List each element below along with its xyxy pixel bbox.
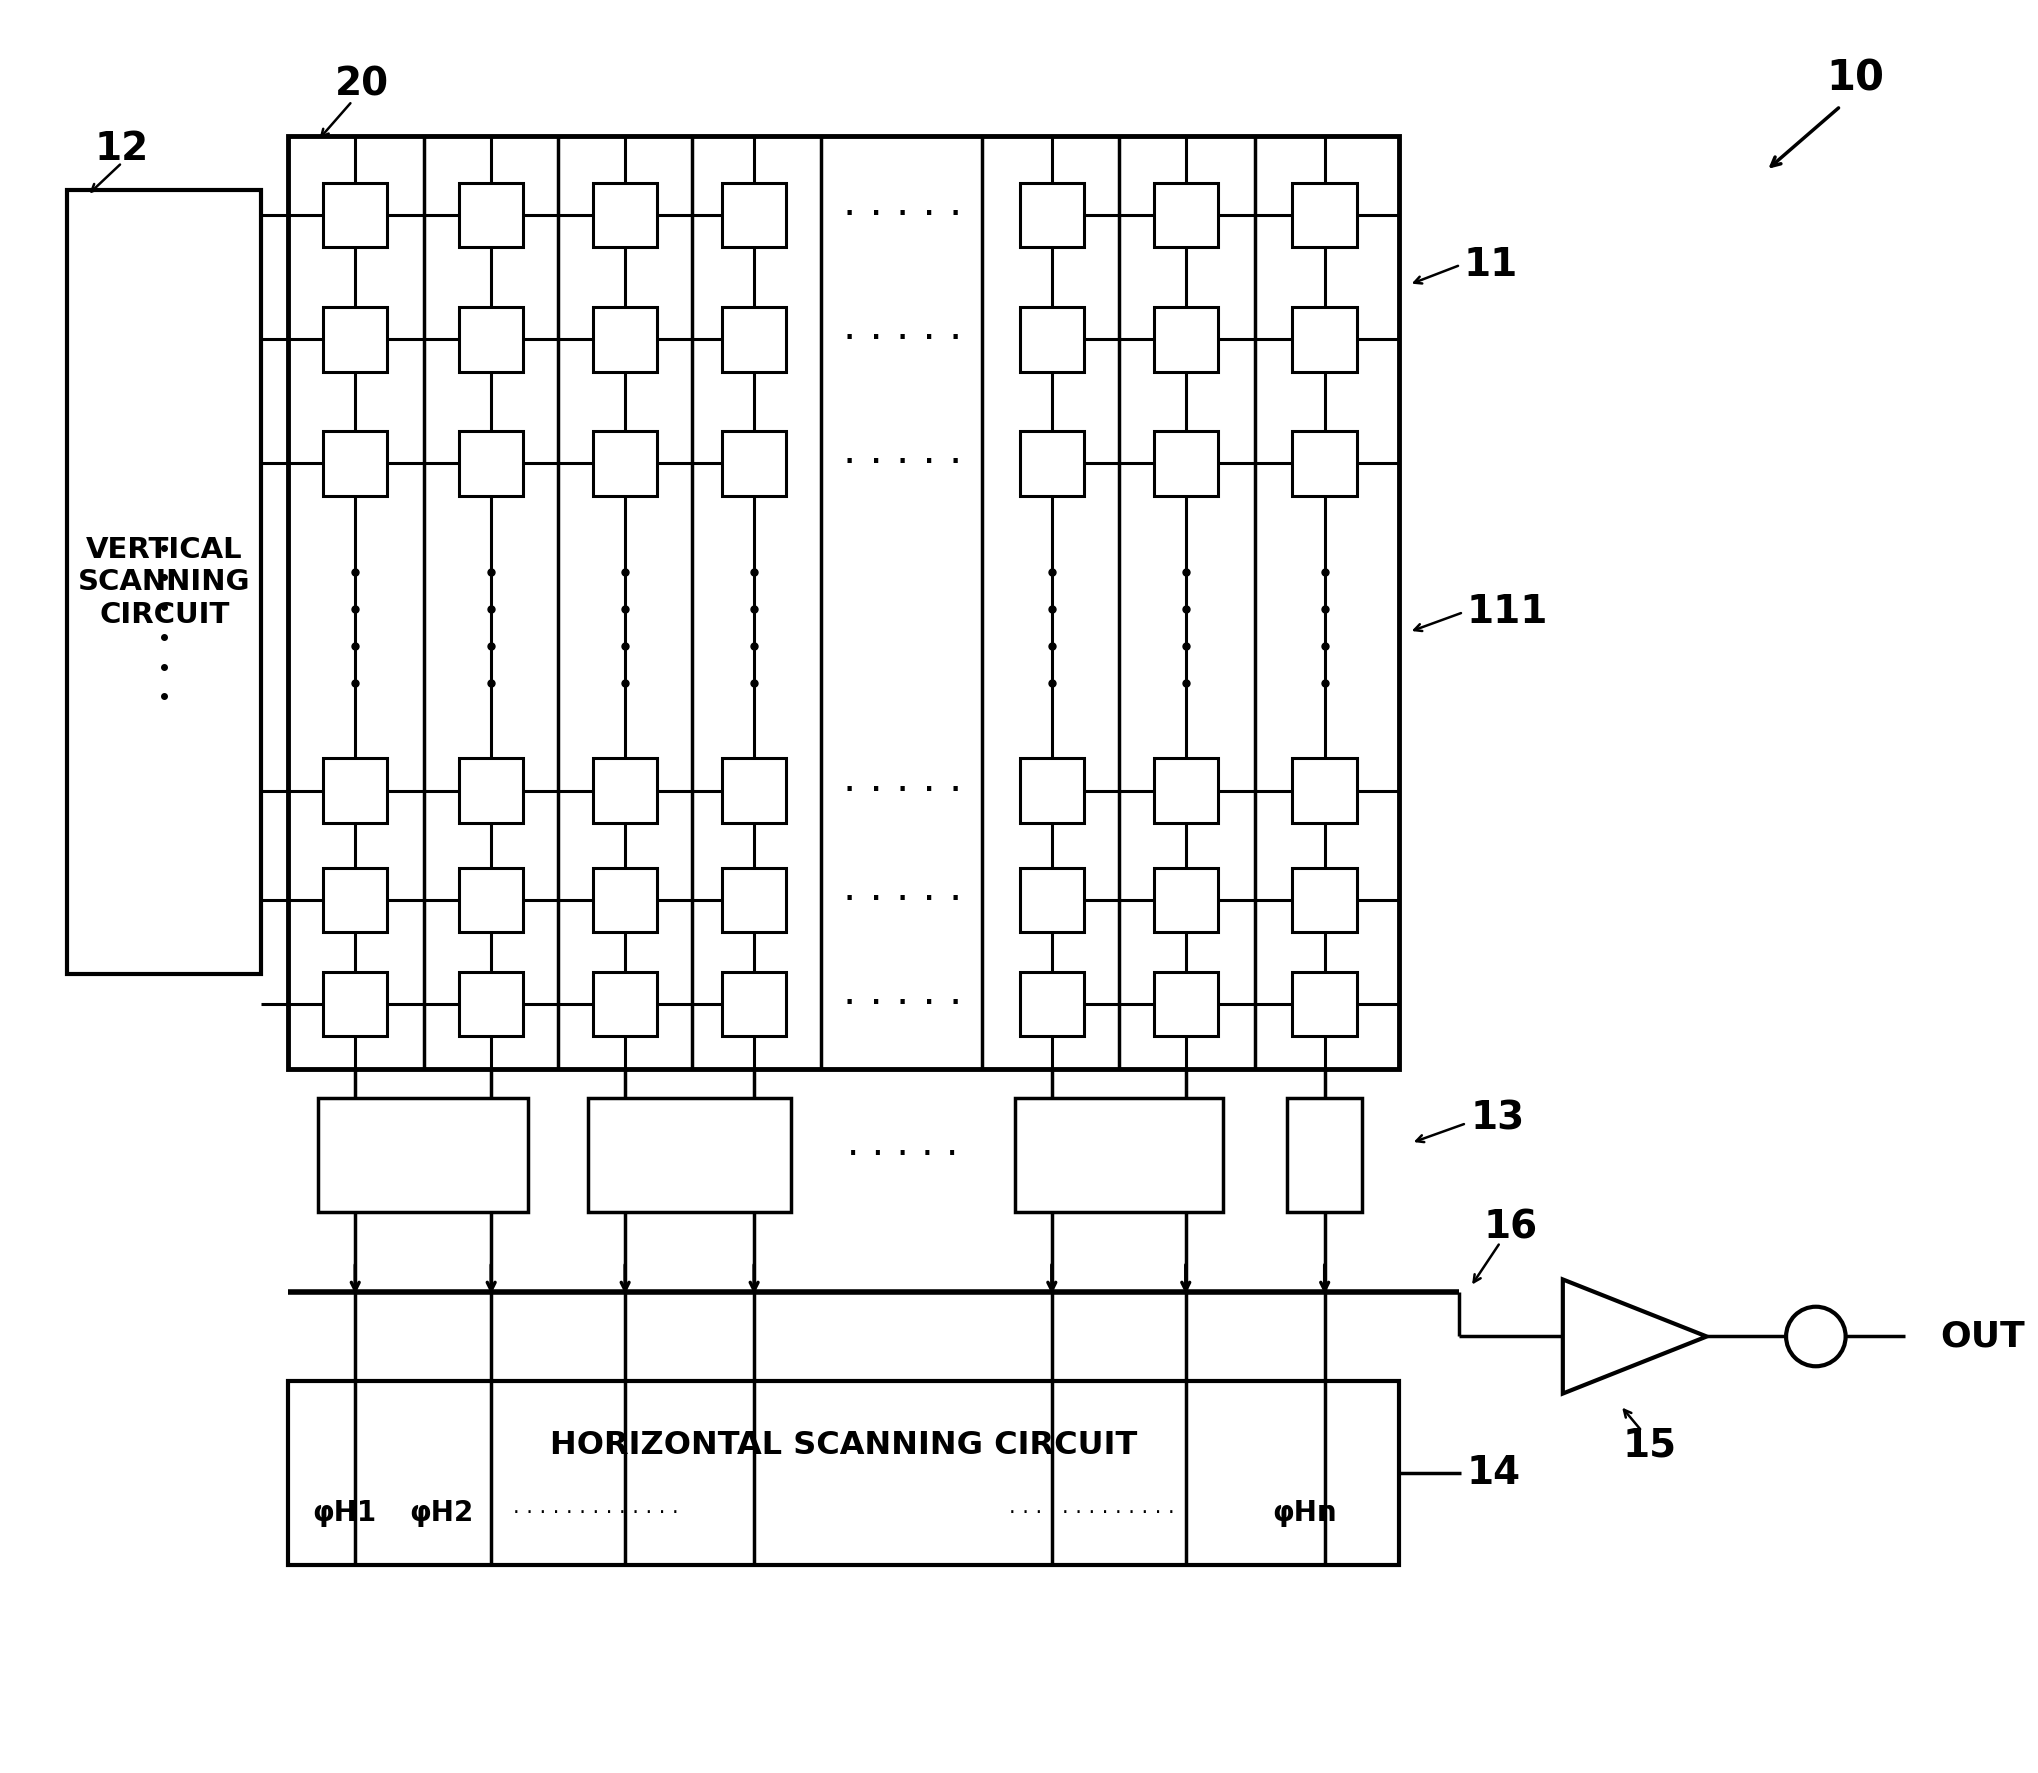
Bar <box>287 137 1400 1069</box>
Bar <box>721 307 787 372</box>
Bar <box>1154 867 1219 933</box>
Bar <box>459 183 524 248</box>
Bar <box>593 307 658 372</box>
Bar <box>1015 1097 1223 1213</box>
Bar <box>322 867 387 933</box>
Bar <box>1154 972 1219 1037</box>
Bar <box>322 183 387 248</box>
Bar <box>1292 972 1357 1037</box>
Bar <box>1292 867 1357 933</box>
Bar <box>1019 972 1084 1037</box>
Bar <box>593 972 658 1037</box>
Text: 14: 14 <box>1467 1454 1520 1491</box>
Bar <box>459 759 524 823</box>
Text: 11: 11 <box>1463 246 1518 284</box>
Bar <box>322 431 387 495</box>
Bar <box>459 867 524 933</box>
Text: φH1: φH1 <box>312 1500 377 1527</box>
Text: 16: 16 <box>1484 1209 1537 1246</box>
Text: · · · · ·: · · · · · <box>844 879 962 920</box>
Bar <box>459 431 524 495</box>
Bar <box>322 307 387 372</box>
Text: OUT: OUT <box>1940 1319 2024 1353</box>
Text: · · · · · · · · · · · · ·: · · · · · · · · · · · · · <box>1009 1504 1174 1523</box>
Bar <box>721 972 787 1037</box>
Bar <box>1292 183 1357 248</box>
Text: 20: 20 <box>334 66 389 103</box>
Text: φHn: φHn <box>1272 1500 1337 1527</box>
Bar <box>593 183 658 248</box>
Bar <box>721 759 787 823</box>
Bar <box>459 972 524 1037</box>
Bar <box>1292 307 1357 372</box>
Polygon shape <box>1563 1280 1706 1394</box>
Bar <box>1019 759 1084 823</box>
Bar <box>459 307 524 372</box>
Bar <box>67 190 261 975</box>
Bar <box>593 431 658 495</box>
Text: · · · · · · · · · · · · ·: · · · · · · · · · · · · · <box>512 1504 679 1523</box>
Bar <box>1154 431 1219 495</box>
Bar <box>322 972 387 1037</box>
Text: · · · · ·: · · · · · <box>844 195 962 236</box>
Bar <box>1019 431 1084 495</box>
Bar <box>593 867 658 933</box>
Text: 111: 111 <box>1467 594 1549 631</box>
Text: · · · · ·: · · · · · <box>844 441 962 484</box>
Bar <box>721 431 787 495</box>
Bar <box>1019 307 1084 372</box>
Bar <box>1154 307 1219 372</box>
Text: VERTICAL
SCANNING
CIRCUIT: VERTICAL SCANNING CIRCUIT <box>77 535 251 629</box>
Bar <box>587 1097 791 1213</box>
Bar <box>1154 759 1219 823</box>
Bar <box>721 867 787 933</box>
Bar <box>1019 867 1084 933</box>
Circle shape <box>1785 1307 1846 1367</box>
Bar <box>287 1381 1400 1566</box>
Text: 13: 13 <box>1471 1099 1524 1136</box>
Text: HORIZONTAL SCANNING CIRCUIT: HORIZONTAL SCANNING CIRCUIT <box>550 1429 1137 1461</box>
Text: φH2: φH2 <box>410 1500 473 1527</box>
Bar <box>593 759 658 823</box>
Text: · · · · ·: · · · · · <box>844 769 962 812</box>
Bar <box>1288 1097 1361 1213</box>
Text: · · · · ·: · · · · · <box>848 1136 958 1174</box>
Bar <box>721 183 787 248</box>
Text: · · · · ·: · · · · · <box>844 982 962 1025</box>
Text: 10: 10 <box>1826 57 1885 99</box>
Text: 15: 15 <box>1622 1425 1675 1464</box>
Bar <box>1019 183 1084 248</box>
Bar <box>318 1097 528 1213</box>
Bar <box>1154 183 1219 248</box>
Text: · · · · ·: · · · · · <box>844 319 962 360</box>
Bar <box>1292 431 1357 495</box>
Bar <box>1292 759 1357 823</box>
Text: 12: 12 <box>96 129 149 168</box>
Bar <box>322 759 387 823</box>
